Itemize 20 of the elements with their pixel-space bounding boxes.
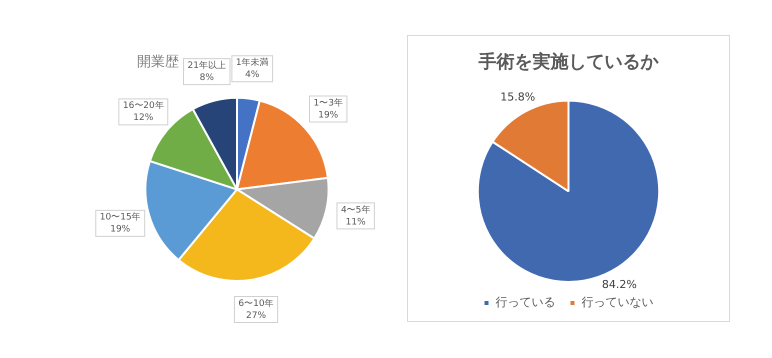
slice-label: 4〜5年 [340, 204, 370, 216]
slice-label: 10〜15年 [100, 212, 141, 223]
legend-label: 行っていない [582, 295, 654, 310]
data-label: 11% [346, 217, 366, 228]
data-label: 84.2% [602, 278, 637, 291]
slice-label: 6〜10年 [238, 298, 274, 309]
slice-label: 16〜20年 [122, 100, 164, 112]
slice-label: 21年以上 [188, 60, 226, 71]
data-label: 19% [110, 224, 131, 235]
slice-label: 1年未満 [236, 57, 269, 68]
chart-title: 開業歴 [137, 54, 179, 70]
legend-label: 行っている [496, 295, 556, 310]
data-label: 4% [245, 70, 260, 80]
data-label: 19% [318, 110, 339, 120]
data-label: 8% [200, 72, 214, 83]
data-label: 15.8% [500, 90, 536, 104]
data-label: 27% [246, 310, 266, 321]
chart-title: 手術を実施しているか [478, 51, 660, 72]
slice-label: 1〜3年 [313, 97, 343, 108]
data-label: 12% [133, 113, 154, 124]
